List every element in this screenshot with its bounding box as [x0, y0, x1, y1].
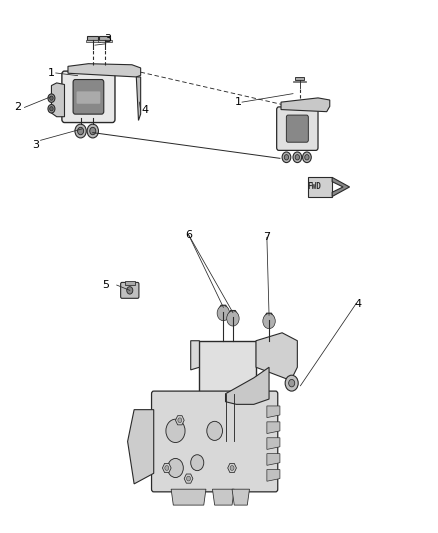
Polygon shape: [127, 410, 154, 484]
FancyBboxPatch shape: [99, 36, 110, 40]
Circle shape: [48, 94, 55, 102]
Polygon shape: [136, 77, 141, 120]
Circle shape: [295, 155, 300, 160]
Polygon shape: [267, 406, 280, 418]
Polygon shape: [228, 463, 237, 473]
Polygon shape: [176, 416, 184, 425]
Circle shape: [293, 152, 302, 163]
Circle shape: [217, 305, 230, 321]
Circle shape: [305, 155, 309, 160]
FancyBboxPatch shape: [308, 177, 332, 197]
FancyBboxPatch shape: [87, 36, 98, 40]
FancyBboxPatch shape: [295, 77, 304, 80]
Circle shape: [263, 313, 275, 329]
Text: 2: 2: [14, 102, 21, 112]
Polygon shape: [191, 341, 199, 370]
Text: 1: 1: [235, 97, 242, 107]
Circle shape: [285, 375, 298, 391]
Circle shape: [207, 421, 223, 440]
Text: 4: 4: [141, 105, 148, 115]
Polygon shape: [332, 177, 350, 197]
FancyBboxPatch shape: [62, 71, 115, 123]
Polygon shape: [226, 367, 269, 405]
Circle shape: [78, 127, 84, 135]
Polygon shape: [51, 83, 64, 117]
Text: 7: 7: [263, 232, 270, 243]
FancyBboxPatch shape: [86, 40, 100, 42]
FancyBboxPatch shape: [199, 341, 256, 394]
FancyBboxPatch shape: [152, 391, 278, 492]
Polygon shape: [232, 489, 250, 505]
Text: FWD: FWD: [308, 182, 321, 191]
Circle shape: [49, 96, 53, 100]
Circle shape: [166, 419, 185, 442]
Circle shape: [87, 124, 99, 138]
Text: 5: 5: [102, 280, 110, 290]
Polygon shape: [212, 489, 234, 505]
Circle shape: [227, 311, 239, 326]
Circle shape: [230, 466, 234, 470]
FancyBboxPatch shape: [293, 80, 306, 82]
Circle shape: [165, 466, 169, 470]
Circle shape: [303, 152, 311, 163]
Polygon shape: [68, 63, 141, 77]
Polygon shape: [267, 470, 280, 481]
Polygon shape: [256, 333, 297, 381]
FancyBboxPatch shape: [277, 107, 318, 150]
Polygon shape: [281, 98, 330, 112]
Polygon shape: [267, 454, 280, 465]
Polygon shape: [267, 422, 280, 433]
Circle shape: [191, 455, 204, 471]
Text: 3: 3: [105, 34, 112, 44]
Polygon shape: [162, 463, 171, 473]
Text: 1: 1: [48, 68, 55, 78]
Text: 4: 4: [355, 298, 362, 309]
Polygon shape: [267, 438, 280, 449]
Circle shape: [187, 476, 191, 481]
FancyBboxPatch shape: [286, 115, 308, 142]
Polygon shape: [228, 311, 238, 317]
Circle shape: [284, 155, 289, 160]
FancyBboxPatch shape: [124, 281, 135, 285]
Circle shape: [178, 418, 182, 423]
FancyBboxPatch shape: [73, 79, 104, 114]
Circle shape: [75, 124, 86, 138]
Circle shape: [127, 287, 133, 294]
FancyBboxPatch shape: [98, 40, 112, 42]
Circle shape: [48, 104, 55, 113]
FancyBboxPatch shape: [120, 282, 139, 298]
Circle shape: [168, 458, 184, 478]
FancyBboxPatch shape: [77, 91, 100, 104]
Polygon shape: [219, 305, 228, 312]
Circle shape: [289, 379, 295, 387]
Text: 6: 6: [185, 230, 192, 240]
Polygon shape: [171, 489, 206, 505]
Polygon shape: [184, 474, 193, 483]
Polygon shape: [264, 313, 274, 319]
Circle shape: [49, 107, 53, 111]
Circle shape: [282, 152, 291, 163]
Circle shape: [90, 127, 96, 135]
Text: 3: 3: [32, 140, 39, 150]
